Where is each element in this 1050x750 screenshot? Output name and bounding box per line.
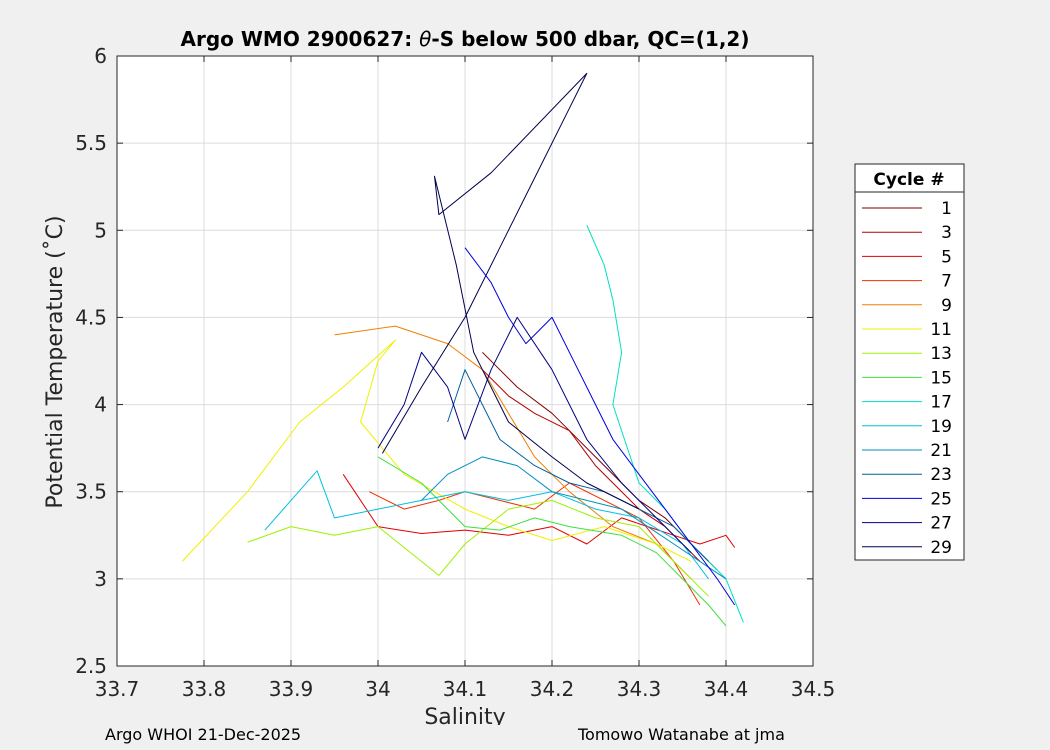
y-axis-label: Potential Temperature (˚C) [43, 215, 68, 508]
legend-label: 5 [941, 247, 952, 267]
series-line-cycle-25 [464, 247, 736, 606]
series-line-cycle-19 [264, 470, 710, 580]
x-tick-label: 33.9 [269, 677, 314, 701]
series-line-cycle-15 [377, 456, 727, 627]
series-line-cycle-9 [334, 325, 692, 580]
series-line-cycle-13 [247, 499, 709, 597]
x-tick-label: 34.2 [530, 677, 575, 701]
y-tick-label: 5.5 [75, 131, 107, 155]
x-tick-label: 34.5 [791, 677, 836, 701]
theta-s-chart: 33.7 33.8 33.9 34 34.1 34.2 34.3 34.4 34.52.533.… [43, 27, 965, 725]
legend-label: 3 [941, 223, 952, 243]
y-tick-label: 5 [94, 218, 107, 242]
legend-label: 21 [930, 441, 952, 461]
legend-title: Cycle # [873, 170, 944, 190]
legend-label: 27 [930, 514, 952, 534]
legend-label: 17 [930, 393, 952, 413]
y-tick-label: 4.5 [75, 305, 107, 329]
footer-left: Argo WHOI 21-Dec-2025 [105, 725, 302, 744]
legend-label: 15 [930, 368, 952, 388]
y-tick-label: 2.5 [75, 654, 107, 678]
series-layer [181, 72, 744, 627]
y-tick-label: 3 [94, 567, 107, 591]
x-tick-label: 33.7 [95, 677, 140, 701]
x-tick-label: 33.8 [182, 677, 227, 701]
legend-label: 9 [941, 296, 952, 316]
series-line-cycle-29 [381, 72, 640, 510]
series-line-cycle-27 [377, 316, 692, 554]
x-axis-label: Salinity [424, 705, 505, 725]
legend-label: 25 [930, 489, 952, 509]
legend-label: 23 [930, 465, 952, 485]
legend-label: 1 [941, 199, 952, 219]
legend-label: 13 [930, 344, 952, 364]
legend-label: 29 [930, 538, 952, 558]
x-tick-label: 34.4 [704, 677, 749, 701]
series-line-cycle-7 [369, 482, 701, 606]
legend-box [854, 163, 965, 561]
y-tick-label: 6 [94, 44, 107, 68]
legend-label: 11 [930, 320, 952, 340]
chart-title: Argo WMO 2900627: θ-S below 500 dbar, QC… [181, 27, 750, 51]
x-tick-label: 34.1 [443, 677, 488, 701]
y-tick-label: 4 [94, 393, 107, 417]
footer-right: Tomowo Watanabe at jma [578, 725, 785, 744]
ticks: 33.7 33.8 33.9 34 34.1 34.2 34.3 34.4 34.5 2.5 3 3.… [75, 44, 835, 701]
series-line-cycle-21 [421, 456, 727, 580]
series-line-cycle-5 [342, 474, 736, 548]
x-tick-label: 34.3 [617, 677, 662, 701]
series-line-cycle-11 [181, 339, 692, 562]
legend-label: 7 [941, 272, 952, 292]
x-tick-label: 34 [365, 677, 390, 701]
legend-label: 19 [930, 417, 952, 437]
y-tick-label: 3.5 [75, 480, 107, 504]
